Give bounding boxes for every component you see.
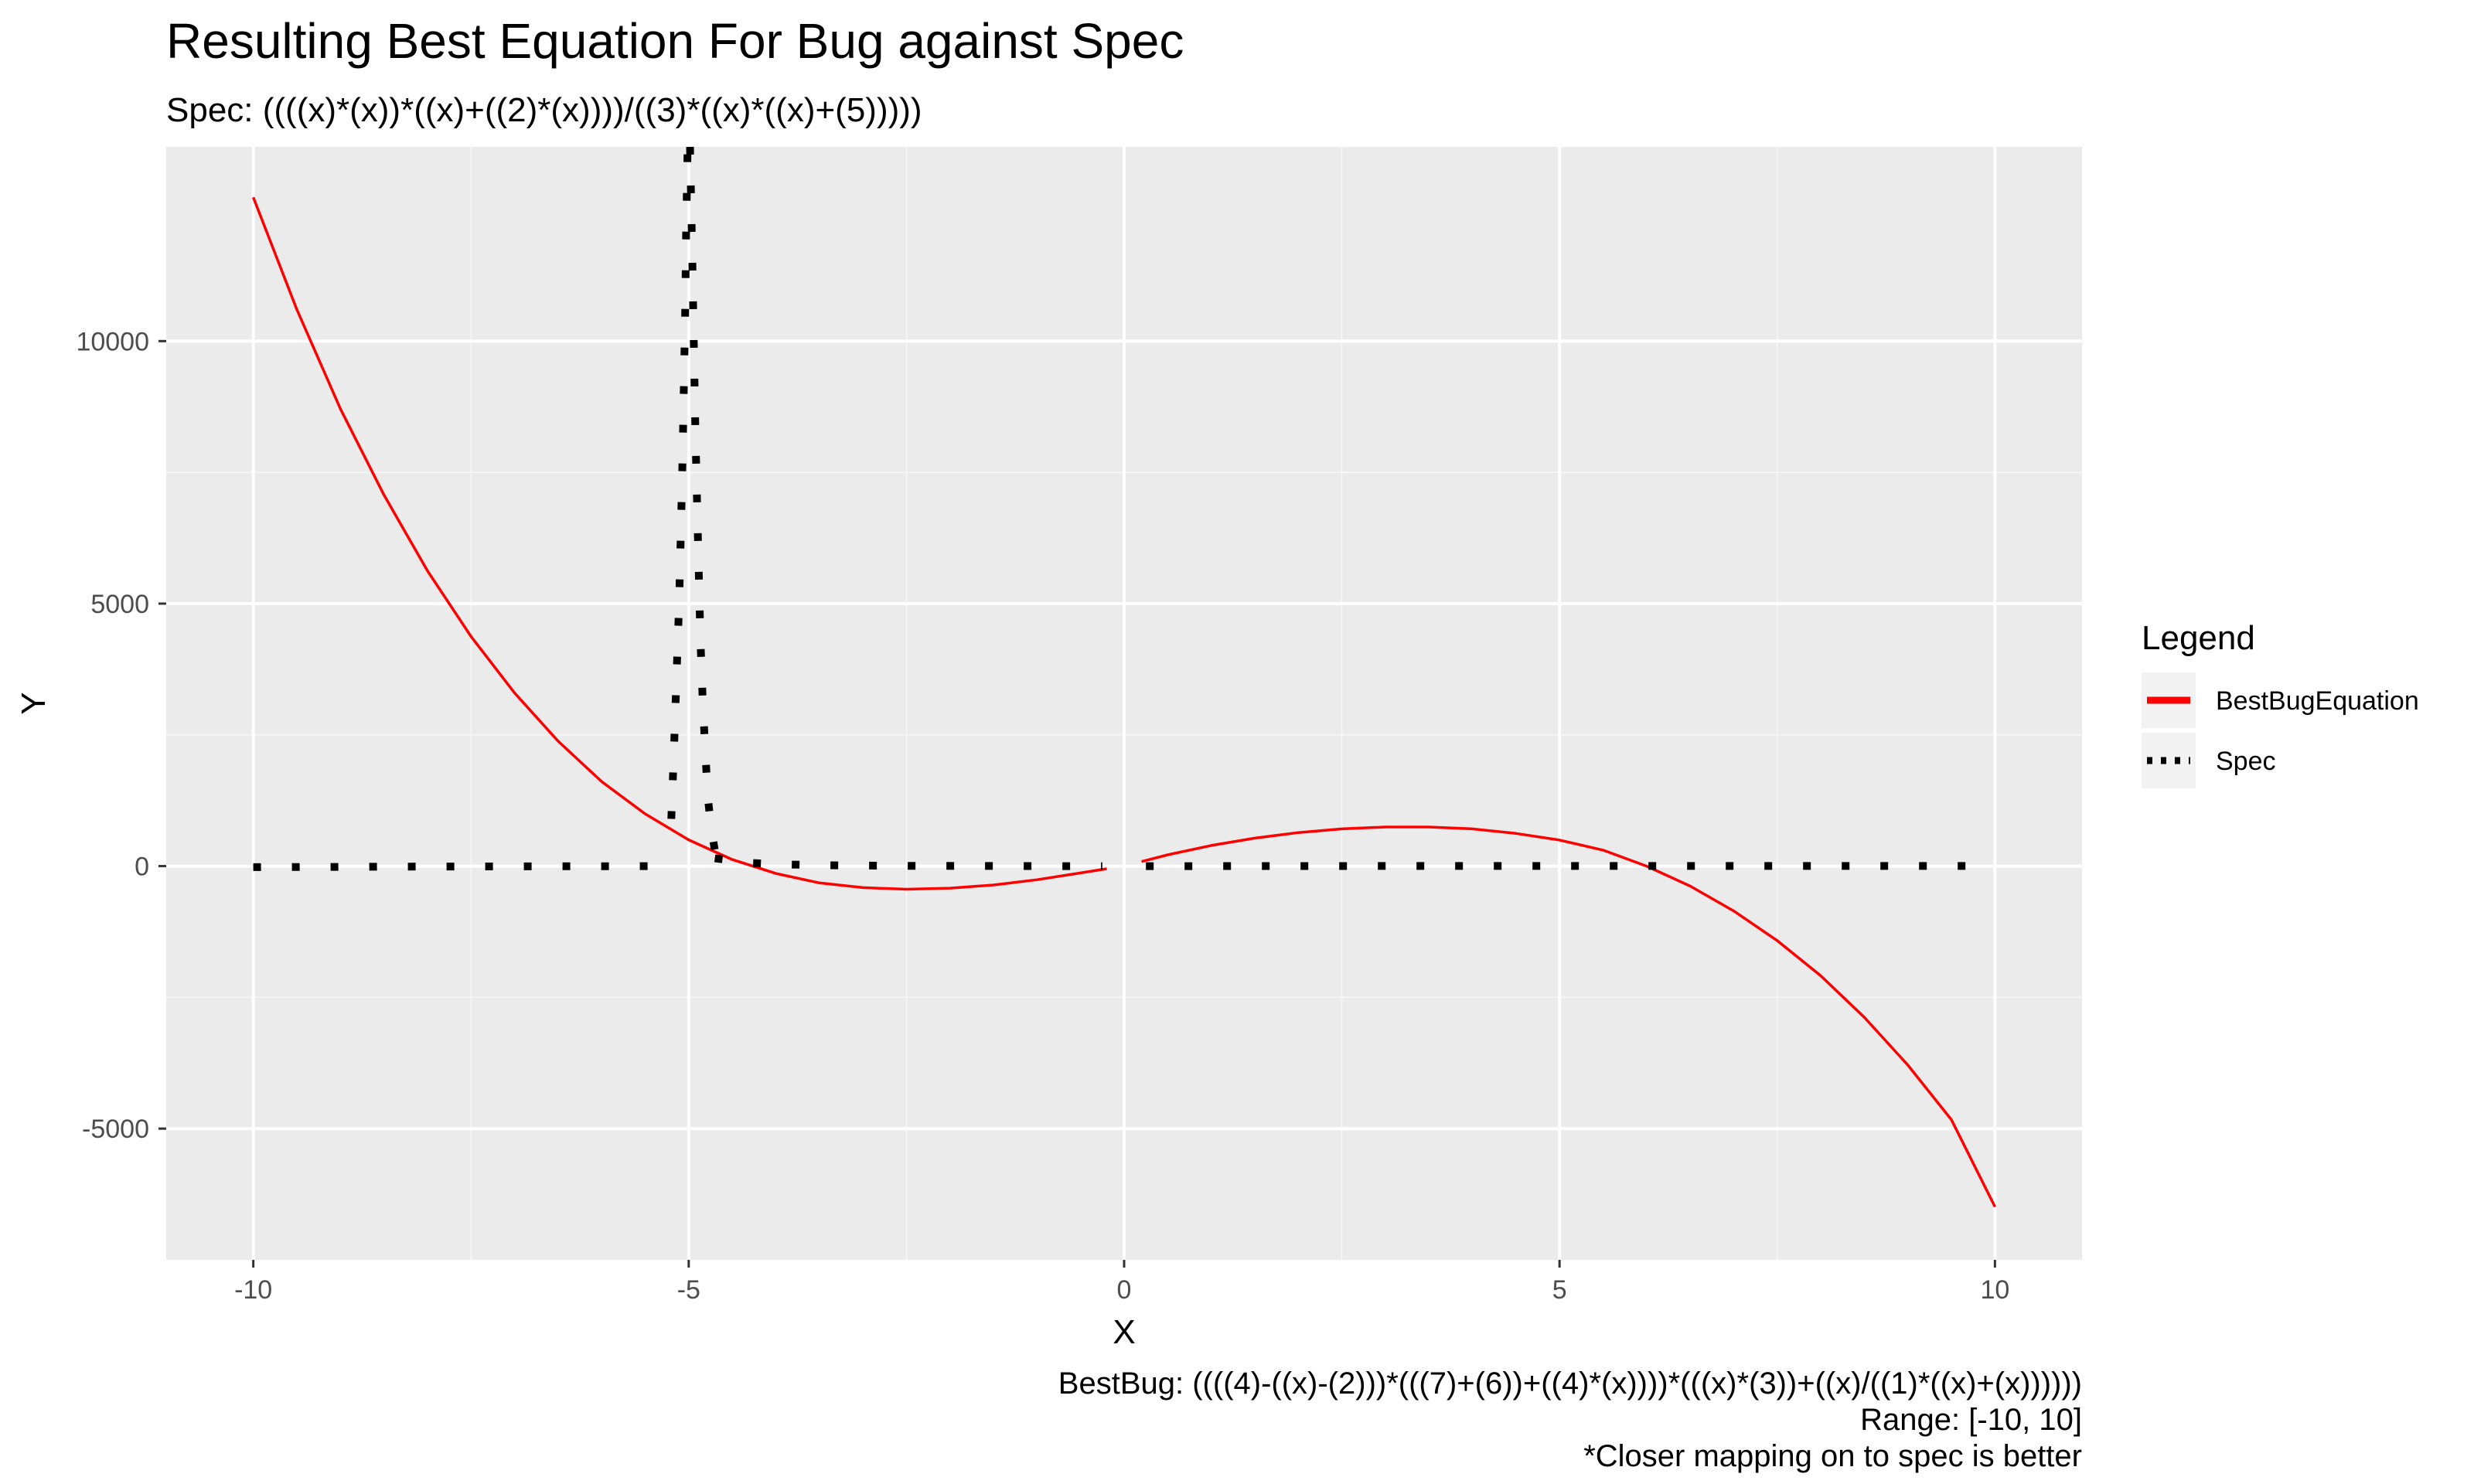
legend-label-spec: Spec	[2216, 747, 2276, 776]
y-tick-label: 10000	[76, 327, 149, 356]
x-tick-label: 5	[1552, 1275, 1567, 1305]
series-line-spec	[667, 146, 692, 819]
y-axis: -5000 0 5000 10000	[76, 327, 166, 1144]
x-tick-label: 0	[1117, 1275, 1132, 1305]
series-line-bestbugequation	[1141, 825, 1996, 1208]
x-axis-title: X	[1113, 1313, 1135, 1351]
y-tick-label: -5000	[82, 1115, 149, 1144]
major-gridlines	[166, 147, 2082, 1260]
series-line-bestbugequation	[251, 196, 1107, 891]
caption-range: Range: [-10, 10]	[1860, 1403, 2082, 1437]
legend-label-bestbugequation: BestBugEquation	[2216, 686, 2419, 716]
series-line-spec	[686, 146, 719, 852]
legend-title: Legend	[2142, 619, 2255, 657]
x-axis: -10 -5 0 5 10	[234, 1260, 2009, 1305]
chart-subtitle: Spec: ((((x)*(x))*((x)+((2)*(x))))/((3)*…	[166, 91, 922, 129]
y-tick-label: 0	[135, 853, 149, 882]
chart-title: Resulting Best Equation For Bug against …	[166, 13, 1184, 69]
x-tick-label: -5	[677, 1275, 700, 1305]
x-tick-label: 10	[1980, 1275, 2009, 1305]
x-tick-label: -10	[234, 1275, 272, 1305]
caption-bestbug: BestBug: ((((4)-((x)-(2)))*(((7)+(6))+((…	[1058, 1367, 2082, 1401]
legend: Legend BestBugEquation Spec	[2142, 619, 2419, 788]
y-tick-label: 5000	[90, 590, 149, 619]
series-layer	[251, 146, 1996, 1208]
y-axis-title: Y	[15, 692, 53, 714]
caption-note: *Closer mapping on to spec is better	[1583, 1439, 2082, 1473]
